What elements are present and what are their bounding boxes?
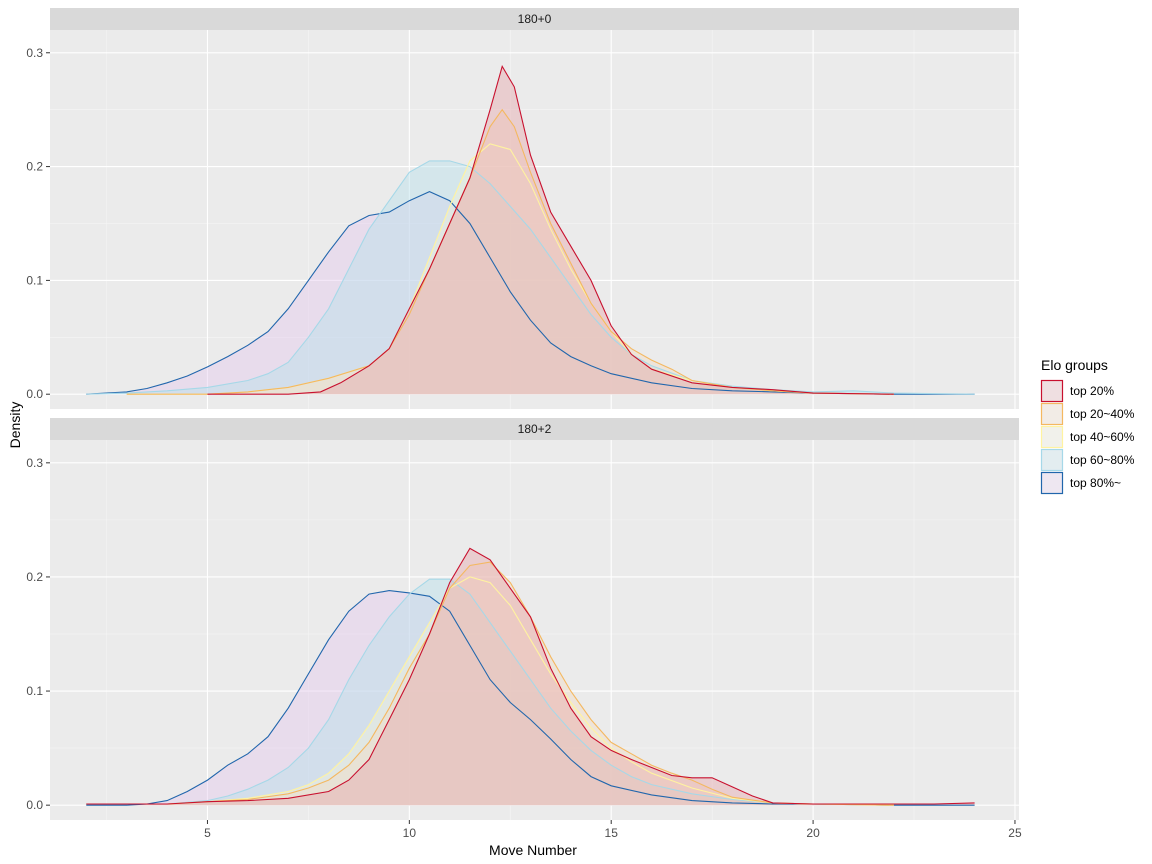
legend-key-bg <box>1041 472 1063 494</box>
facet-strip <box>50 418 1019 440</box>
density-area-top-20-40- <box>126 109 894 395</box>
legend-key <box>1040 379 1064 403</box>
legend-key-bg <box>1041 403 1063 425</box>
density-area-top-20- <box>86 548 975 806</box>
y-tick-label: 0.2 <box>26 570 43 584</box>
legend-key <box>1040 402 1064 426</box>
legend-label: top 20% <box>1070 384 1114 398</box>
legend-key <box>1040 448 1064 472</box>
legend-key <box>1040 425 1064 449</box>
density-area-top-20-40- <box>86 562 894 806</box>
panel-background <box>50 440 1019 820</box>
legend-label: top 80%~ <box>1070 476 1121 490</box>
y-tick-label: 0.0 <box>26 387 43 401</box>
density-area-top-80- <box>86 590 975 806</box>
density-line-top-20- <box>86 547 975 805</box>
x-axis: 5 10 15 20 25 <box>204 820 1022 840</box>
density-line-top-60-80- <box>86 578 894 806</box>
panel-background <box>50 30 1019 409</box>
y-tick-label: 0.3 <box>26 456 43 470</box>
x-tick-label: 25 <box>1008 826 1022 840</box>
facet-strip-label: 180+2 <box>518 422 552 436</box>
legend: Elo groups top 20% top 20~40% top 40~60% to… <box>1040 357 1135 495</box>
legend-label: top 40~60% <box>1070 430 1135 444</box>
y-tick-label: 0.1 <box>26 273 43 287</box>
y-tick-label: 0.0 <box>26 798 43 812</box>
legend-label: top 20~40% <box>1070 407 1135 421</box>
facet-strip <box>50 8 1019 30</box>
x-tick-label: 5 <box>204 826 211 840</box>
legend-title: Elo groups <box>1041 357 1108 373</box>
panels: 180+0 0.0 0.1 0.2 0.3 180+2 0.0 0.1 0.2 0.3 <box>26 8 1019 820</box>
density-area-top-80- <box>86 191 975 395</box>
density-area-top-40-60- <box>86 576 894 806</box>
panel-180+0: 180+0 0.0 0.1 0.2 0.3 <box>26 8 1019 409</box>
density-area-top-60-80- <box>86 579 894 806</box>
panel-180+2: 180+2 0.0 0.1 0.2 0.3 <box>26 418 1019 820</box>
x-axis-title: Move Number <box>489 842 577 858</box>
legend-key-bg <box>1041 449 1063 471</box>
density-line-top-60-80- <box>86 160 975 395</box>
y-tick-label: 0.1 <box>26 684 43 698</box>
density-line-top-80- <box>86 590 975 806</box>
legend-label: top 60~80% <box>1070 453 1135 467</box>
x-tick-label: 10 <box>403 826 417 840</box>
x-tick-label: 15 <box>605 826 619 840</box>
y-tick-label: 0.3 <box>26 46 43 60</box>
density-line-top-40-60- <box>86 576 894 806</box>
density-line-top-20- <box>207 65 894 395</box>
density-line-top-80- <box>86 190 975 395</box>
x-tick-label: 20 <box>806 826 820 840</box>
legend-key-bg <box>1041 426 1063 448</box>
density-line-top-20-40- <box>86 561 894 806</box>
facet-strip-label: 180+0 <box>518 12 552 26</box>
y-axis-title: Density <box>7 402 23 449</box>
legend-key-bg <box>1041 380 1063 402</box>
y-tick-label: 0.2 <box>26 160 43 174</box>
density-area-top-40-60- <box>126 143 894 395</box>
density-area-top-60-80- <box>86 160 975 395</box>
density-line-top-20-40- <box>126 108 894 395</box>
legend-key <box>1040 471 1064 495</box>
